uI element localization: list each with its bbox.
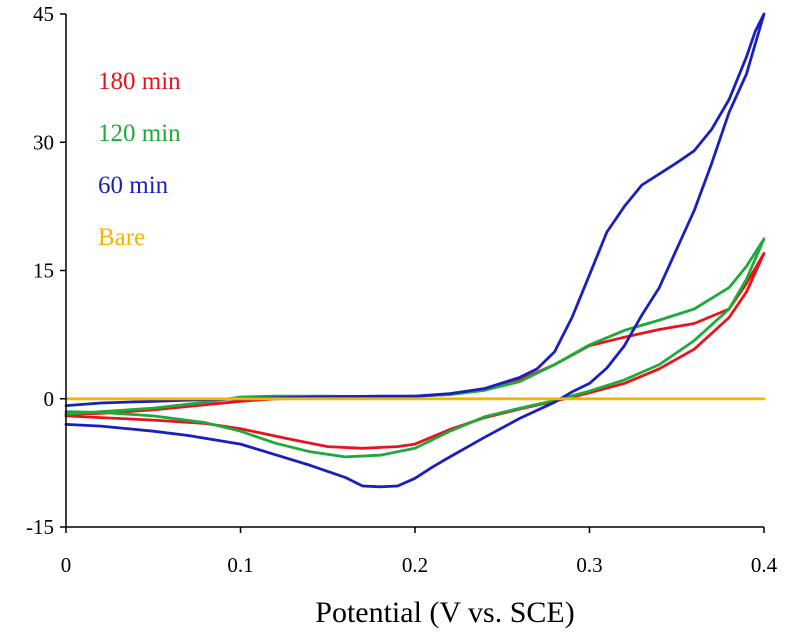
- axes: [60, 13, 765, 533]
- tick-labels: -15 0 15 30 45 0 0.1 0.2 0.3 0.4: [26, 2, 778, 577]
- legend-entry-1: 120 min: [98, 120, 181, 147]
- series-line-1: [64, 237, 766, 459]
- y-tick-label: 0: [44, 387, 55, 411]
- series-line-2: [64, 12, 766, 489]
- legend-entry-0: 180 min: [98, 68, 181, 95]
- legend-entry-3: Bare: [98, 224, 145, 251]
- legend-entry-2: 60 min: [98, 172, 169, 199]
- x-tick-label: 0: [61, 553, 72, 577]
- plot-lines: [64, 12, 766, 489]
- x-tick-label: 0.4: [751, 553, 778, 577]
- x-axis-title: Potential (V vs. SCE): [315, 596, 574, 629]
- y-tick-label: 30: [33, 130, 54, 154]
- x-tick-label: 0.3: [576, 553, 602, 577]
- y-tick-label: -15: [26, 515, 54, 539]
- x-tick-label: 0.1: [227, 553, 253, 577]
- y-tick-label: 15: [33, 259, 54, 283]
- legend: 180 min 120 min 60 min Bare: [98, 68, 181, 251]
- x-tick-label: 0.2: [402, 553, 428, 577]
- y-tick-label: 45: [33, 2, 54, 26]
